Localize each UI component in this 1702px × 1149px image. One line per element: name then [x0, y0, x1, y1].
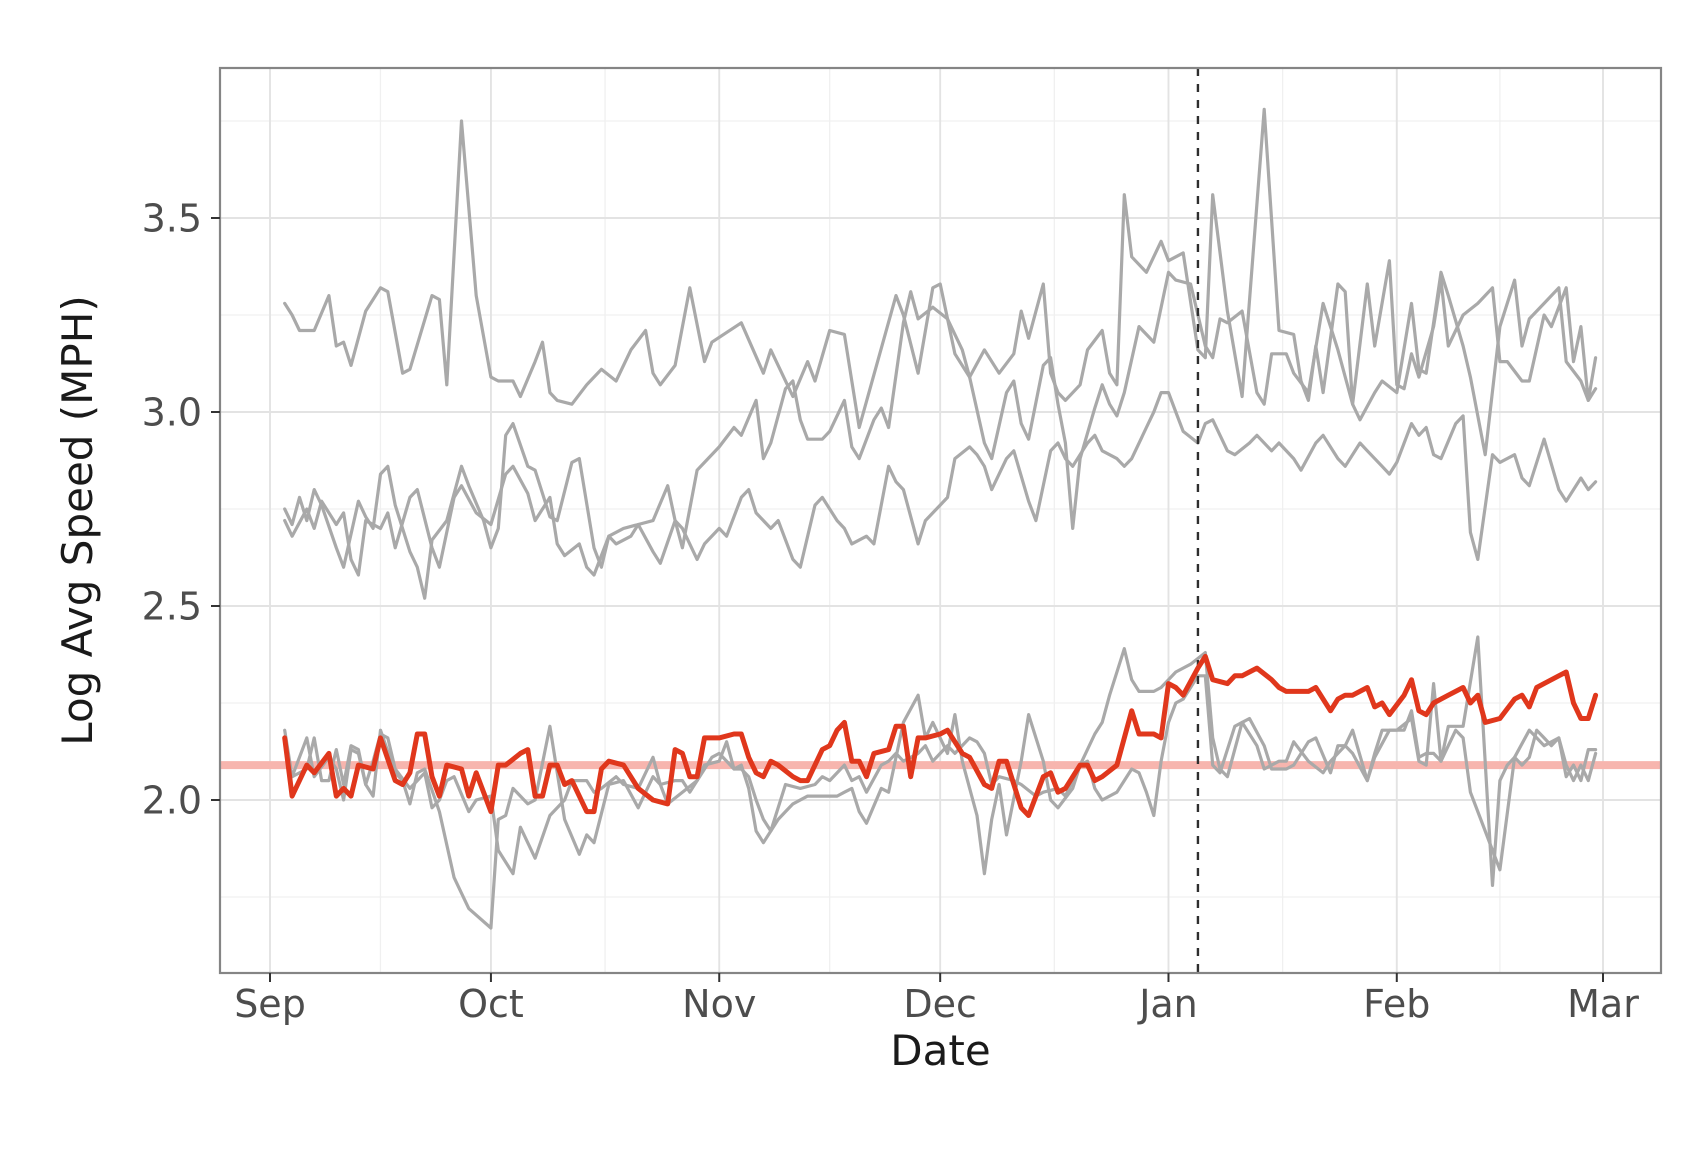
- y-tick-label-2.5: 2.5: [142, 584, 202, 628]
- x-tick-label-Jan: Jan: [1137, 982, 1198, 1026]
- y-tick-label-2.0: 2.0: [142, 778, 202, 822]
- x-tick-label-Oct: Oct: [458, 982, 524, 1026]
- x-axis-title: Date: [890, 1026, 990, 1075]
- y-tick-label-3.0: 3.0: [142, 390, 202, 434]
- y-axis-title: Log Avg Speed (MPH): [53, 295, 102, 745]
- y-tick-label-3.5: 3.5: [142, 196, 202, 240]
- x-tick-label-Nov: Nov: [682, 982, 756, 1026]
- x-tick-label-Mar: Mar: [1567, 982, 1639, 1026]
- x-tick-label-Dec: Dec: [903, 982, 977, 1026]
- series-line-gray-route-c: [283, 391, 1598, 577]
- x-tick-label-Feb: Feb: [1363, 982, 1430, 1026]
- series-line-gray-route-b: [283, 270, 1598, 600]
- x-tick-label-Sep: Sep: [234, 982, 306, 1026]
- series-line-focal-route-red: [282, 653, 1599, 818]
- series-line-gray-route-a: [283, 107, 1598, 430]
